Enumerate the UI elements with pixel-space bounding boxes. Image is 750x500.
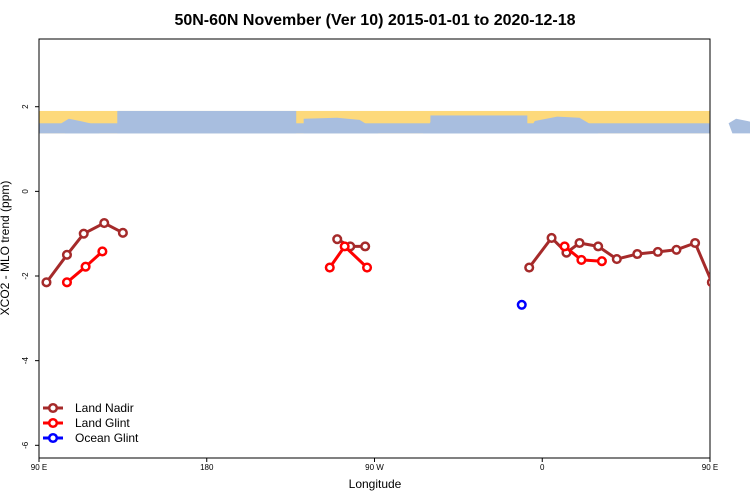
data-point	[524, 262, 535, 273]
series-land-nadir	[41, 218, 735, 288]
map-strip-water	[527, 116, 599, 134]
data-point	[99, 218, 110, 229]
map-strip-water	[728, 118, 750, 134]
data-point	[593, 241, 604, 252]
data-point	[61, 249, 73, 260]
data-point	[97, 246, 108, 257]
data-point	[516, 299, 527, 310]
data-point	[706, 277, 710, 288]
y-tick-label: -2	[21, 272, 30, 280]
legend-swatch-marker	[47, 432, 59, 444]
series-ocean-glint	[516, 299, 527, 310]
chart-title: 50N-60N November (Ver 10) 2015-01-01 to …	[174, 12, 575, 29]
data-point	[61, 277, 73, 288]
data-point	[574, 237, 585, 249]
data-point	[671, 244, 682, 255]
data-point	[727, 251, 735, 259]
data-point	[117, 227, 128, 238]
x-tick-label: 90 W	[365, 463, 384, 472]
x-axis-label: Longitude	[349, 477, 402, 491]
map-strip-water	[61, 118, 107, 134]
series-line	[734, 252, 750, 283]
y-tick-label: 2	[21, 104, 30, 109]
legend-item: Land Glint	[43, 416, 130, 430]
world-map-strip	[39, 110, 750, 134]
y-tick-label: -4	[21, 357, 30, 365]
map-strip-water	[423, 117, 517, 134]
data-point	[652, 246, 663, 257]
data-point	[611, 254, 622, 265]
map-strip-pacific	[117, 110, 297, 134]
data-point	[324, 262, 335, 273]
data-point	[41, 277, 52, 288]
data-point	[332, 234, 343, 245]
data-point	[78, 228, 89, 239]
x-tick-label: 90 E	[702, 463, 718, 472]
y-tick-label: -6	[21, 441, 30, 449]
data-point	[360, 241, 371, 252]
y-tick-label: 0	[21, 189, 30, 194]
data-point	[596, 256, 607, 267]
series-land-glint	[61, 241, 750, 288]
legend-item: Land Nadir	[43, 401, 134, 415]
data-point	[576, 254, 587, 265]
map-strip-ocean	[39, 123, 710, 134]
data-point	[559, 241, 570, 252]
data-point	[361, 262, 373, 273]
x-tick-label: 0	[540, 463, 545, 472]
series-layer	[41, 218, 750, 310]
x-tick-label: 90 E	[31, 463, 47, 472]
data-point	[546, 232, 557, 243]
x-tick-label: 180	[200, 463, 214, 472]
data-point	[339, 241, 350, 252]
legend-swatch-marker	[47, 417, 59, 429]
plot-frame	[38, 38, 711, 459]
legend-label: Ocean Glint	[75, 431, 139, 445]
legend-item: Ocean Glint	[43, 431, 139, 445]
data-point	[730, 279, 738, 287]
data-point	[690, 237, 701, 249]
data-point	[80, 261, 91, 272]
legend-label: Land Glint	[75, 416, 130, 430]
y-axis-label: XCO2 - MLO trend (ppm)	[0, 181, 12, 316]
legend-label: Land Nadir	[75, 401, 134, 415]
map-strip-water	[303, 117, 379, 134]
axis-ticks: 90 E 180 90 W 0 90 E 2 0 -2 -4 -6	[21, 104, 718, 472]
legend-swatch-marker	[47, 402, 59, 414]
data-point	[632, 248, 643, 260]
